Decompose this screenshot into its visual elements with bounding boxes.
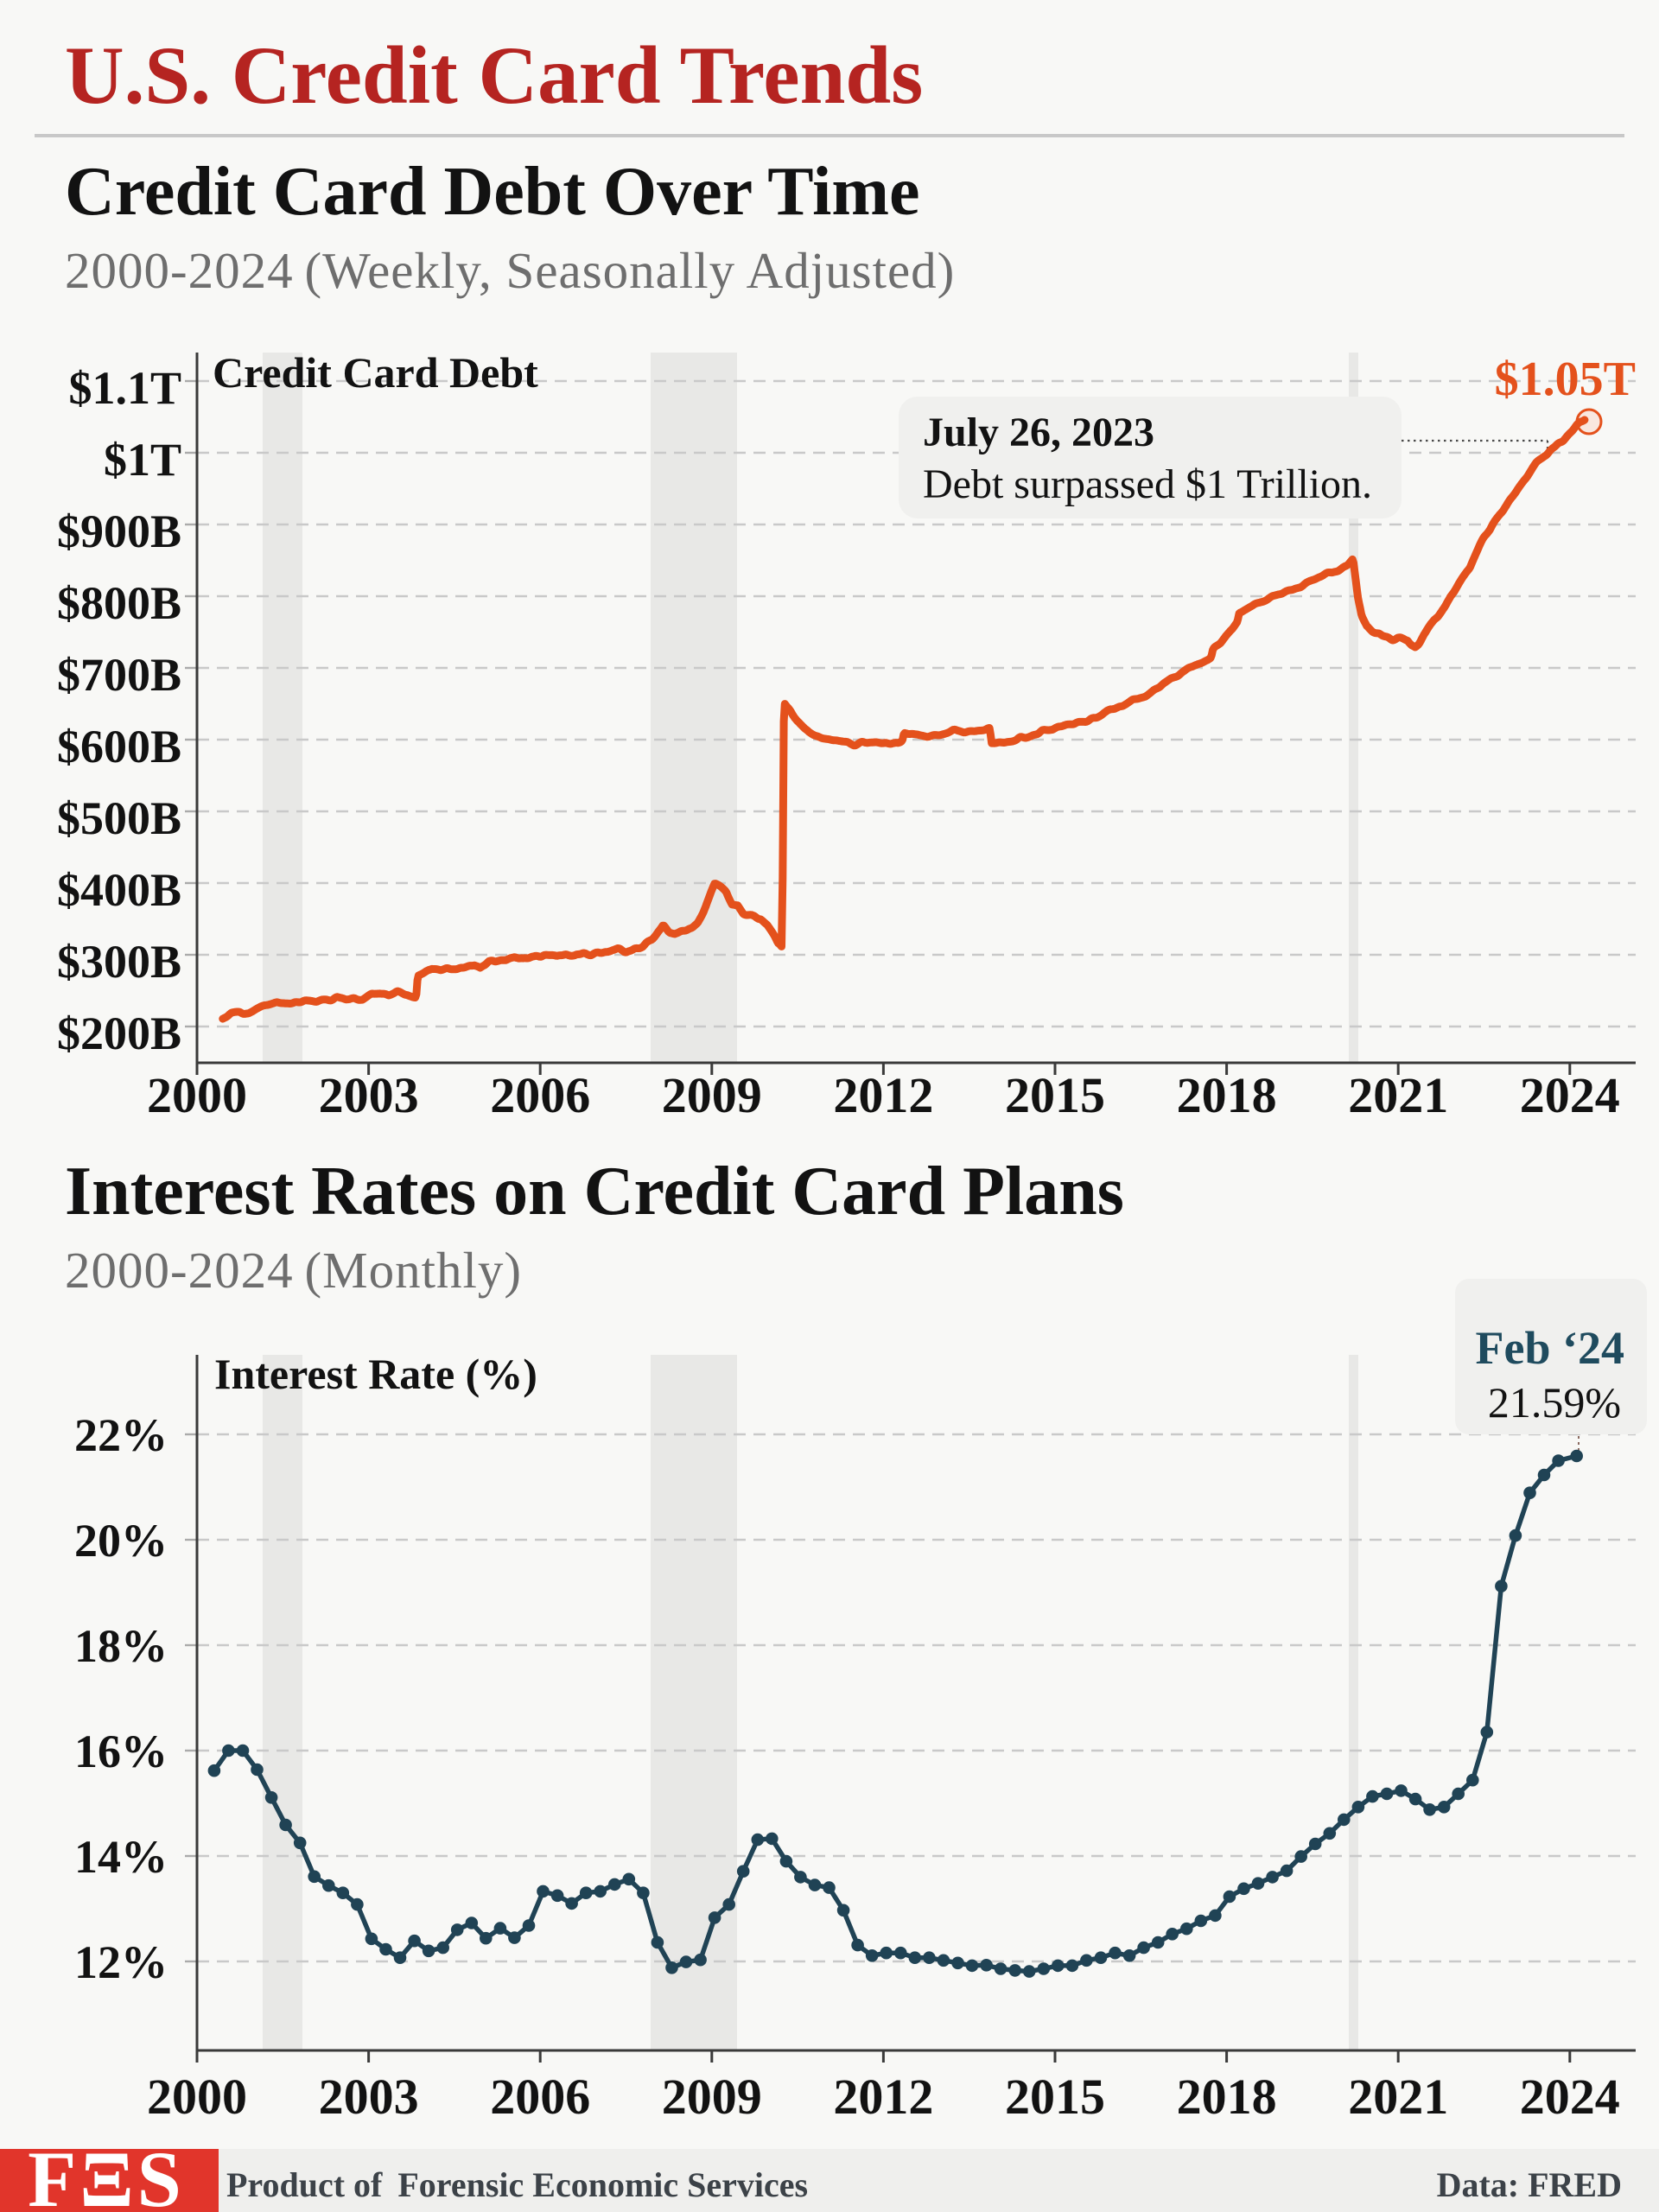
svg-text:20%: 20% (74, 1515, 168, 1567)
svg-text:Interest Rates on Credit Card: Interest Rates on Credit Card Plans (65, 1154, 1124, 1230)
svg-text:2015: 2015 (1005, 2069, 1105, 2125)
svg-text:FΞS: FΞS (28, 2135, 185, 2212)
svg-text:14%: 14% (74, 1831, 168, 1883)
svg-text:2006: 2006 (490, 1067, 590, 1123)
svg-text:21.59%: 21.59% (1488, 1378, 1621, 1427)
svg-text:$600B: $600B (57, 721, 181, 772)
svg-text:2021: 2021 (1348, 1067, 1448, 1123)
svg-text:2024: 2024 (1520, 1067, 1620, 1123)
svg-text:22%: 22% (74, 1409, 168, 1461)
svg-text:$200B: $200B (57, 1007, 181, 1059)
svg-text:12%: 12% (74, 1936, 168, 1988)
svg-text:Interest Rate (%): Interest Rate (%) (214, 1350, 537, 1398)
svg-text:Feb ‘24: Feb ‘24 (1476, 1322, 1624, 1374)
svg-text:2000-2024 (Weekly, Seasonally: 2000-2024 (Weekly, Seasonally Adjusted) (65, 242, 955, 299)
svg-text:2006: 2006 (490, 2069, 590, 2125)
svg-text:$900B: $900B (57, 505, 181, 557)
svg-text:$700B: $700B (57, 649, 181, 701)
svg-text:16%: 16% (74, 1726, 168, 1777)
svg-text:$1.05T: $1.05T (1495, 353, 1636, 406)
svg-text:2018: 2018 (1177, 2069, 1277, 2125)
svg-text:2000: 2000 (147, 2069, 247, 2125)
svg-text:2003: 2003 (319, 1067, 419, 1123)
svg-text:2021: 2021 (1348, 2069, 1448, 2125)
svg-text:2009: 2009 (662, 1067, 762, 1123)
svg-text:Credit Card Debt: Credit Card Debt (213, 348, 538, 397)
svg-text:$1T: $1T (104, 434, 181, 486)
svg-text:$800B: $800B (57, 577, 181, 629)
svg-text:2012: 2012 (833, 1067, 933, 1123)
svg-text:July 26, 2023: July 26, 2023 (923, 410, 1154, 455)
svg-text:2024: 2024 (1520, 2069, 1620, 2125)
svg-text:2012: 2012 (833, 2069, 933, 2125)
svg-text:2015: 2015 (1005, 1067, 1105, 1123)
svg-text:$400B: $400B (57, 864, 181, 916)
svg-text:Credit Card Debt Over Time: Credit Card Debt Over Time (65, 154, 920, 230)
svg-text:2018: 2018 (1177, 1067, 1277, 1123)
svg-text:$500B: $500B (57, 792, 181, 844)
svg-text:Product of Forensic Economic: Product of Forensic Economic Services (226, 2165, 808, 2204)
svg-text:2009: 2009 (662, 2069, 762, 2125)
svg-text:2000-2024 (Monthly): 2000-2024 (Monthly) (65, 1242, 522, 1299)
svg-text:Data: FRED: Data: FRED (1437, 2165, 1622, 2204)
svg-text:U.S. Credit Card Trends: U.S. Credit Card Trends (65, 29, 923, 121)
svg-text:$1.1T: $1.1T (68, 362, 181, 414)
svg-text:18%: 18% (74, 1620, 168, 1672)
svg-text:Debt surpassed $1 Trillion.: Debt surpassed $1 Trillion. (923, 461, 1372, 507)
svg-text:$300B: $300B (57, 936, 181, 988)
svg-text:2003: 2003 (319, 2069, 419, 2125)
svg-text:2000: 2000 (147, 1067, 247, 1123)
